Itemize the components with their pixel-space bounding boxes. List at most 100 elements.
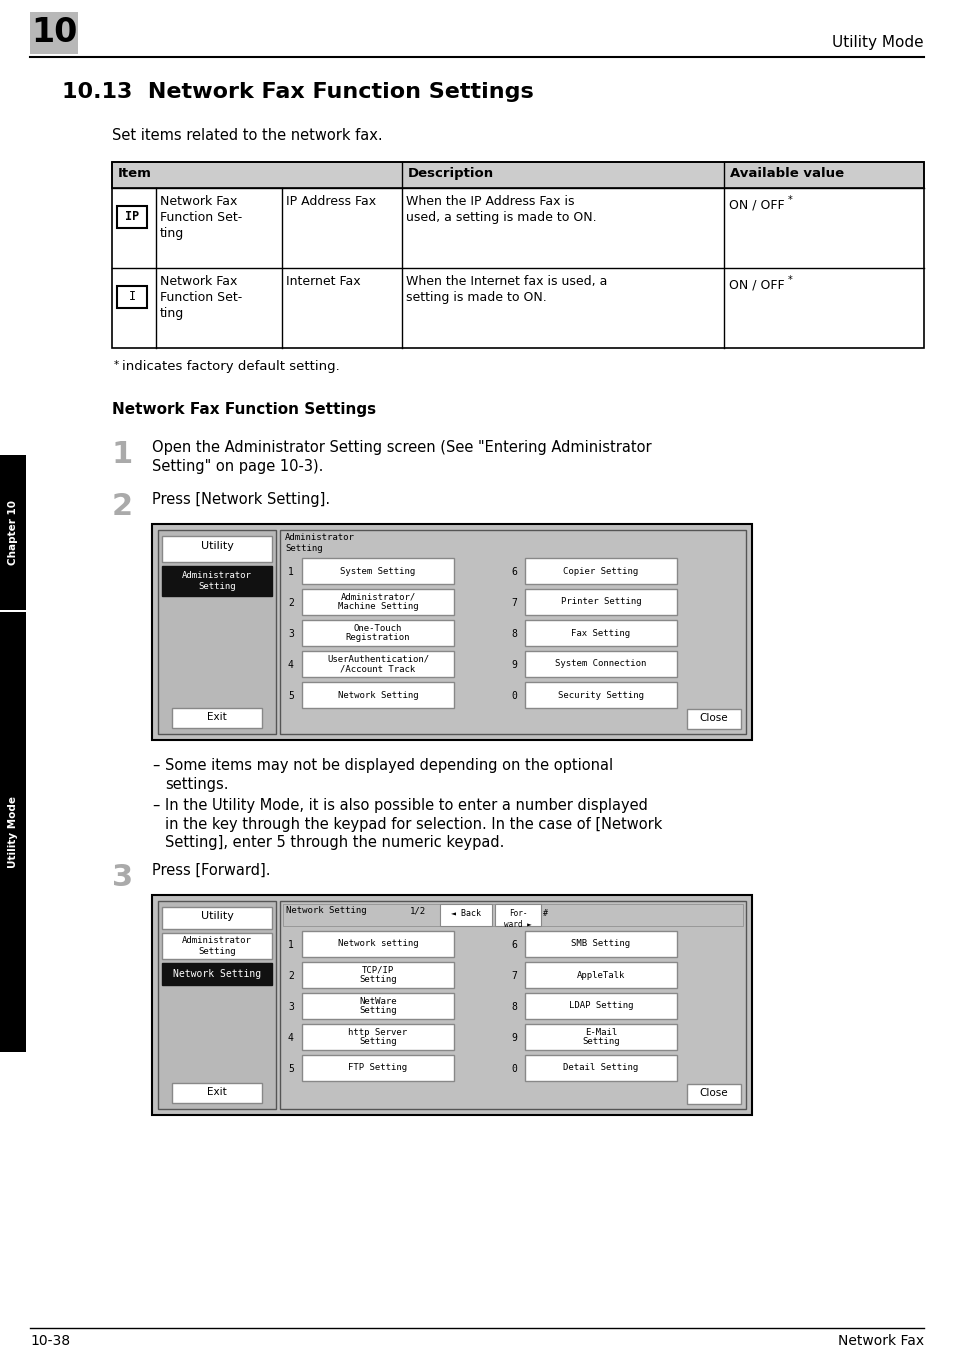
Bar bbox=[117, 287, 147, 308]
Text: Some items may not be displayed depending on the optional
settings.: Some items may not be displayed dependin… bbox=[165, 758, 613, 792]
Text: When the IP Address Fax is
used, a setting is made to ON.: When the IP Address Fax is used, a setti… bbox=[406, 195, 596, 224]
Text: 1: 1 bbox=[288, 940, 294, 950]
Text: Detail Setting: Detail Setting bbox=[563, 1064, 638, 1072]
Bar bbox=[162, 963, 272, 986]
Bar bbox=[158, 900, 275, 1109]
Bar bbox=[495, 904, 540, 926]
Bar bbox=[162, 535, 272, 562]
Bar bbox=[302, 1023, 454, 1051]
Bar bbox=[302, 589, 454, 615]
Text: 3: 3 bbox=[288, 629, 294, 639]
Text: Network Setting: Network Setting bbox=[172, 969, 261, 979]
Text: 5: 5 bbox=[288, 691, 294, 700]
Text: Open the Administrator Setting screen (See "Entering Administrator
Setting" on p: Open the Administrator Setting screen (S… bbox=[152, 439, 651, 473]
Bar bbox=[302, 963, 454, 988]
Text: –: – bbox=[152, 758, 159, 773]
Text: 3: 3 bbox=[112, 863, 133, 892]
Bar bbox=[302, 621, 454, 646]
Text: FTP Setting: FTP Setting bbox=[348, 1064, 407, 1072]
Text: Close: Close bbox=[699, 1088, 727, 1098]
Text: 2: 2 bbox=[288, 598, 294, 608]
Text: 2: 2 bbox=[288, 971, 294, 982]
Bar bbox=[524, 621, 677, 646]
Bar bbox=[30, 12, 78, 54]
Bar bbox=[280, 900, 745, 1109]
Bar bbox=[524, 992, 677, 1019]
Text: 7: 7 bbox=[511, 598, 517, 608]
Text: Copier Setting: Copier Setting bbox=[563, 566, 638, 576]
Text: Network Setting: Network Setting bbox=[337, 691, 417, 699]
Text: 0: 0 bbox=[511, 691, 517, 700]
Bar bbox=[283, 904, 742, 926]
Bar bbox=[686, 1084, 740, 1105]
Text: –: – bbox=[152, 798, 159, 813]
Bar bbox=[302, 992, 454, 1019]
Text: UserAuthentication/
/Account Track: UserAuthentication/ /Account Track bbox=[327, 654, 429, 673]
Text: 9: 9 bbox=[511, 1033, 517, 1042]
Text: Press [Forward].: Press [Forward]. bbox=[152, 863, 271, 877]
Text: *: * bbox=[787, 274, 792, 285]
Bar bbox=[0, 456, 26, 610]
Text: System Connection: System Connection bbox=[555, 660, 646, 668]
Text: Administrator
Setting: Administrator Setting bbox=[285, 533, 355, 553]
Bar bbox=[172, 1083, 262, 1103]
Text: ON / OFF: ON / OFF bbox=[728, 197, 783, 211]
Text: 2: 2 bbox=[112, 492, 133, 521]
Bar bbox=[524, 1055, 677, 1082]
Bar bbox=[302, 652, 454, 677]
Bar bbox=[686, 708, 740, 729]
Bar bbox=[524, 652, 677, 677]
Text: Security Setting: Security Setting bbox=[558, 691, 643, 699]
Text: Administrator
Setting: Administrator Setting bbox=[182, 572, 252, 591]
Bar bbox=[162, 933, 272, 959]
Bar bbox=[117, 206, 147, 228]
Text: SMB Setting: SMB Setting bbox=[571, 940, 630, 949]
Text: Network setting: Network setting bbox=[337, 940, 417, 949]
Bar bbox=[280, 530, 745, 734]
Text: LDAP Setting: LDAP Setting bbox=[568, 1002, 633, 1010]
Text: Close: Close bbox=[699, 713, 727, 723]
Text: 3: 3 bbox=[288, 1002, 294, 1013]
Text: Available value: Available value bbox=[729, 168, 843, 180]
Bar bbox=[524, 589, 677, 615]
Text: Exit: Exit bbox=[207, 713, 227, 722]
Text: 5: 5 bbox=[288, 1064, 294, 1073]
Text: Administrator/
Machine Setting: Administrator/ Machine Setting bbox=[337, 592, 417, 611]
Text: 8: 8 bbox=[511, 1002, 517, 1013]
Text: 6: 6 bbox=[511, 940, 517, 950]
Text: TCP/IP
Setting: TCP/IP Setting bbox=[359, 965, 396, 984]
Text: *: * bbox=[787, 195, 792, 206]
Bar bbox=[112, 162, 923, 188]
Bar bbox=[524, 963, 677, 988]
Text: 1/2: 1/2 bbox=[410, 906, 426, 915]
Text: Set items related to the network fax.: Set items related to the network fax. bbox=[112, 128, 382, 143]
Text: #: # bbox=[542, 909, 547, 918]
Text: One-Touch
Registration: One-Touch Registration bbox=[345, 623, 410, 642]
Text: 8: 8 bbox=[511, 629, 517, 639]
Bar bbox=[302, 681, 454, 708]
Bar bbox=[172, 708, 262, 727]
Text: Utility Mode: Utility Mode bbox=[8, 796, 18, 868]
Bar bbox=[302, 1055, 454, 1082]
Text: IP: IP bbox=[125, 210, 139, 223]
Bar bbox=[0, 612, 26, 1052]
Text: 0: 0 bbox=[511, 1064, 517, 1073]
Text: Network Fax
Function Set-
ting: Network Fax Function Set- ting bbox=[160, 274, 242, 320]
Text: Administrator
Setting: Administrator Setting bbox=[182, 937, 252, 956]
Text: 1: 1 bbox=[288, 566, 294, 577]
Bar bbox=[162, 907, 272, 929]
Bar bbox=[524, 932, 677, 957]
Text: 7: 7 bbox=[511, 971, 517, 982]
Text: 10-38: 10-38 bbox=[30, 1334, 71, 1348]
Text: ◄ Back: ◄ Back bbox=[451, 909, 480, 918]
Bar bbox=[524, 1023, 677, 1051]
Bar bbox=[302, 932, 454, 957]
Text: 4: 4 bbox=[288, 660, 294, 671]
Bar bbox=[112, 162, 923, 347]
Text: Internet Fax: Internet Fax bbox=[286, 274, 360, 288]
Text: Utility: Utility bbox=[200, 911, 233, 921]
Text: Network Fax Function Settings: Network Fax Function Settings bbox=[112, 402, 375, 416]
Text: When the Internet fax is used, a
setting is made to ON.: When the Internet fax is used, a setting… bbox=[406, 274, 607, 304]
Text: IP Address Fax: IP Address Fax bbox=[286, 195, 375, 208]
Text: Press [Network Setting].: Press [Network Setting]. bbox=[152, 492, 330, 507]
